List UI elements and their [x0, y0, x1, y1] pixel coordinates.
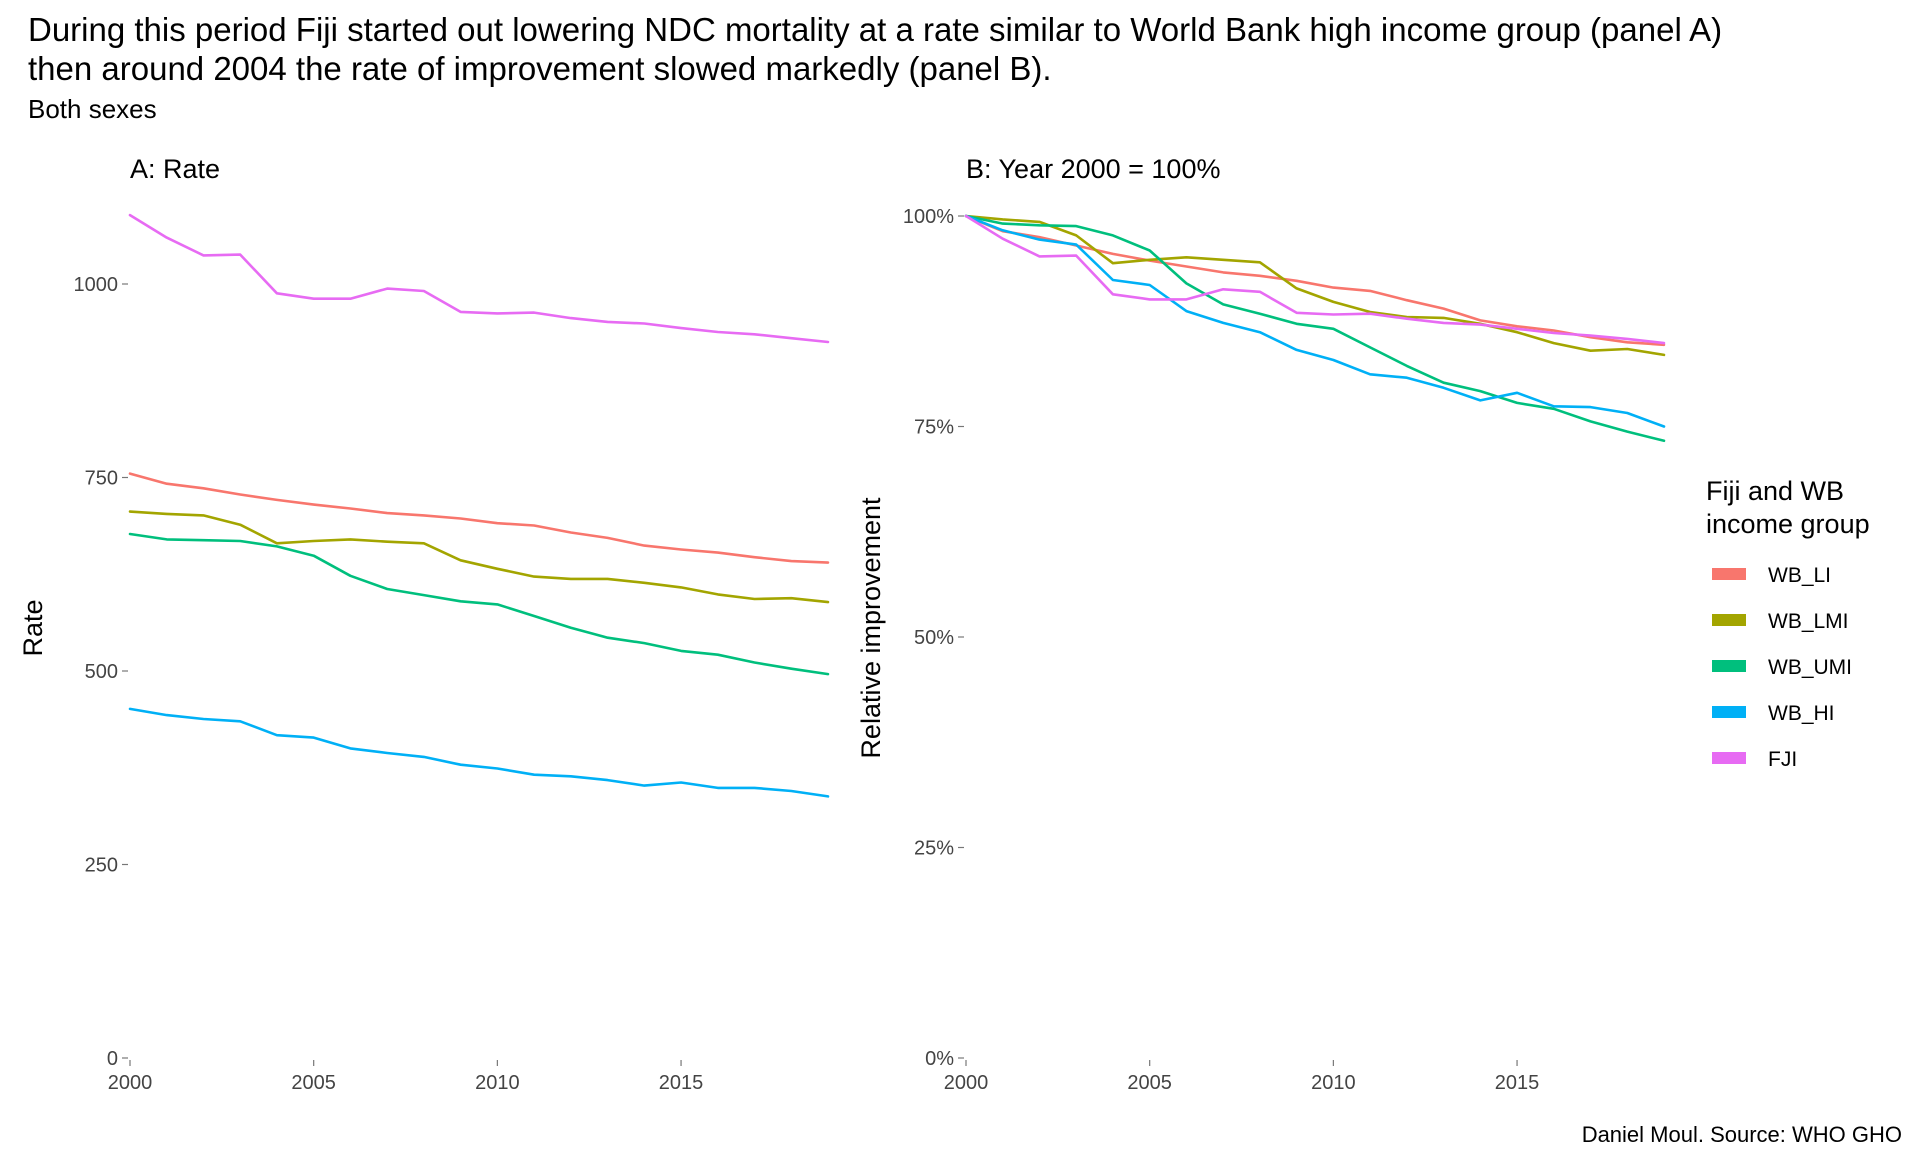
panel-a: A: Rate Rate 0 250 500 750 1000 2000 2005 2010 201…	[18, 154, 830, 1094]
series-line-wb-lmi	[128, 510, 830, 604]
x-tick-label: 2005	[1127, 1072, 1172, 1094]
chart-title-line-1: During this period Fiji started out lowe…	[28, 11, 1723, 48]
x-tick-label: 2015	[1495, 1072, 1540, 1094]
y-tick-label: 750	[85, 468, 118, 490]
chart-subtitle: Both sexes	[28, 94, 157, 124]
series-line-wb-hi	[128, 707, 830, 798]
y-tick-label: 25%	[914, 838, 954, 860]
chart-title-line-2: then around 2004 the rate of improvement…	[28, 50, 1052, 87]
legend-label: FJI	[1768, 748, 1797, 771]
series-line-wb-hi	[964, 214, 1666, 428]
y-tick-label: 75%	[914, 417, 954, 439]
legend-label: WB_LI	[1768, 564, 1831, 587]
chart-caption: Daniel Moul. Source: WHO GHO	[1581, 1122, 1902, 1147]
panel-b: B: Year 2000 = 100% Relative improvement 0…	[856, 154, 1666, 1094]
chart-title: During this period Fiji started out lowe…	[28, 10, 1908, 88]
y-tick-label: 0	[107, 1048, 118, 1070]
x-tick-label: 2000	[944, 1072, 989, 1094]
legend-title-line-1: Fiji and WB	[1706, 476, 1844, 506]
legend-title-line-2: income group	[1706, 509, 1870, 539]
series-line-wb-umi	[128, 532, 830, 676]
legend-label: WB_LMI	[1768, 610, 1849, 633]
x-tick-label: 2010	[1311, 1072, 1356, 1094]
series-line-wb-lmi	[964, 214, 1666, 357]
x-tick-label: 2000	[108, 1072, 153, 1094]
y-tick-label: 250	[85, 855, 118, 877]
y-axis-label: Relative improvement	[856, 497, 886, 759]
series-line-wb-li	[964, 214, 1666, 347]
y-axis-label: Rate	[18, 599, 48, 656]
legend-label: WB_UMI	[1768, 656, 1852, 679]
y-tick-label: 100%	[903, 206, 954, 228]
y-tick-label: 1000	[74, 274, 119, 296]
y-tick-label: 500	[85, 661, 118, 683]
x-tick-label: 2005	[291, 1072, 336, 1094]
series-line-fji	[964, 214, 1666, 345]
x-tick-label: 2010	[475, 1072, 520, 1094]
y-tick-label: 50%	[914, 627, 954, 649]
panel-title: A: Rate	[130, 154, 220, 184]
series-line-wb-umi	[964, 214, 1666, 443]
series-line-fji	[128, 213, 830, 344]
panel-title: B: Year 2000 = 100%	[966, 154, 1220, 184]
y-tick-label: 0%	[925, 1048, 954, 1070]
legend-label: WB_HI	[1768, 702, 1835, 725]
x-tick-label: 2015	[659, 1072, 704, 1094]
series-line-wb-li	[128, 472, 830, 564]
